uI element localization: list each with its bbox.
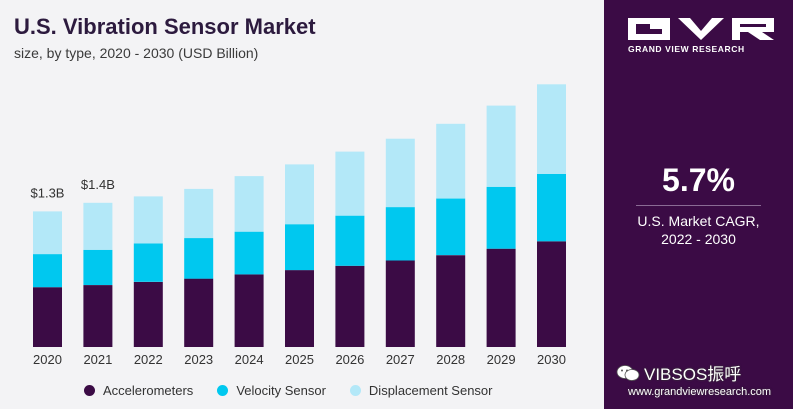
- x-tick-label-2020: 2020: [33, 352, 62, 367]
- bar-velocity-sensor-2020: [33, 254, 62, 288]
- bar-velocity-sensor-2028: [436, 198, 466, 256]
- bar-displacement-sensor-2025: [285, 164, 314, 225]
- bar-velocity-sensor-2022: [133, 243, 163, 282]
- x-tick-label-2022: 2022: [134, 352, 163, 367]
- x-tick-label-2027: 2027: [386, 352, 415, 367]
- legend-swatch-displacement-sensor: [349, 384, 361, 396]
- bar-accelerometers-2023: [184, 278, 214, 347]
- cagr-divider: [636, 205, 761, 206]
- cagr-value: 5.7%: [662, 162, 735, 198]
- x-tick-label-2028: 2028: [436, 352, 465, 367]
- x-tick-label-2023: 2023: [184, 352, 213, 367]
- cagr-label: U.S. Market CAGR,: [637, 213, 760, 229]
- bar-velocity-sensor-2029: [486, 186, 516, 249]
- data-label-2021: $1.4B: [81, 177, 115, 192]
- chart-title: U.S. Vibration Sensor Market: [14, 14, 316, 39]
- bar-accelerometers-2025: [285, 270, 314, 347]
- bar-accelerometers-2020: [33, 287, 62, 347]
- bar-accelerometers-2022: [133, 281, 163, 347]
- x-tick-label-2030: 2030: [537, 352, 566, 367]
- grand-view-research-logo-icon: [628, 18, 774, 40]
- bar-velocity-sensor-2025: [285, 224, 314, 271]
- cagr-period: 2022 - 2030: [661, 231, 736, 247]
- stacked-bar-chart: 2020 $1.3B 2021 $1.4B 2022 2023 2024 2025 2026 20…: [31, 84, 566, 367]
- legend-label-velocity-sensor: Velocity Sensor: [236, 382, 326, 398]
- side-panel: GRAND VIEW RESEARCH 5.7% U.S. Market CAG…: [604, 0, 793, 409]
- bar-velocity-sensor-2026: [335, 215, 365, 266]
- bar-velocity-sensor-2021: [83, 249, 113, 285]
- bar-displacement-sensor-2028: [436, 123, 466, 199]
- chart-area: U.S. Vibration Sensor Market size, by ty…: [0, 0, 604, 409]
- x-tick-label-2026: 2026: [335, 352, 364, 367]
- legend-label-displacement-sensor: Displacement Sensor: [368, 382, 493, 398]
- bar-accelerometers-2024: [234, 274, 264, 347]
- bar-accelerometers-2029: [486, 248, 516, 347]
- legend-item-displacement-sensor: Displacement Sensor: [349, 382, 493, 398]
- bar-displacement-sensor-2022: [133, 196, 163, 244]
- brand-name: GRAND VIEW RESEARCH: [628, 44, 745, 54]
- bar-displacement-sensor-2027: [385, 138, 415, 208]
- bar-velocity-sensor-2030: [537, 174, 566, 242]
- bar-displacement-sensor-2021: [83, 202, 113, 250]
- x-tick-label-2021: 2021: [83, 352, 112, 367]
- wechat-icon: [616, 364, 640, 381]
- bar-accelerometers-2028: [436, 255, 466, 347]
- x-tick-label-2029: 2029: [487, 352, 516, 367]
- legend-item-velocity-sensor: Velocity Sensor: [217, 383, 326, 398]
- legend-swatch-accelerometers: [84, 384, 95, 396]
- x-tick-label-2025: 2025: [285, 352, 314, 367]
- bar-accelerometers-2026: [335, 265, 365, 347]
- watermark: VIBSOS振呼: [616, 360, 741, 385]
- bar-displacement-sensor-2026: [335, 151, 365, 216]
- bar-displacement-sensor-2030: [537, 84, 566, 174]
- bar-accelerometers-2030: [537, 241, 566, 347]
- chart-subtitle: size, by type, 2020 - 2030 (USD Billion): [14, 45, 259, 61]
- bar-accelerometers-2021: [83, 285, 113, 347]
- x-tick-label-2024: 2024: [235, 352, 264, 367]
- source-url: www.grandviewresearch.com: [628, 386, 772, 398]
- watermark-text: VIBSOS振呼: [644, 365, 742, 384]
- bar-displacement-sensor-2024: [234, 176, 264, 232]
- legend-label-accelerometers: Accelerometers: [103, 382, 194, 398]
- bar-velocity-sensor-2024: [234, 231, 264, 275]
- brand-logo: GRAND VIEW RESEARCH: [628, 18, 778, 54]
- bar-accelerometers-2027: [385, 260, 415, 347]
- chart-legend: Accelerometers Velocity Sensor Displacem…: [84, 380, 492, 400]
- bar-velocity-sensor-2023: [184, 238, 214, 279]
- legend-swatch-velocity-sensor: [217, 384, 229, 396]
- legend-item-accelerometers: Accelerometers: [84, 383, 193, 398]
- bar-displacement-sensor-2029: [486, 105, 516, 187]
- bar-displacement-sensor-2020: [33, 211, 62, 255]
- bar-velocity-sensor-2027: [385, 207, 415, 261]
- bar-displacement-sensor-2023: [184, 188, 214, 238]
- data-label-2020: $1.3B: [31, 185, 65, 200]
